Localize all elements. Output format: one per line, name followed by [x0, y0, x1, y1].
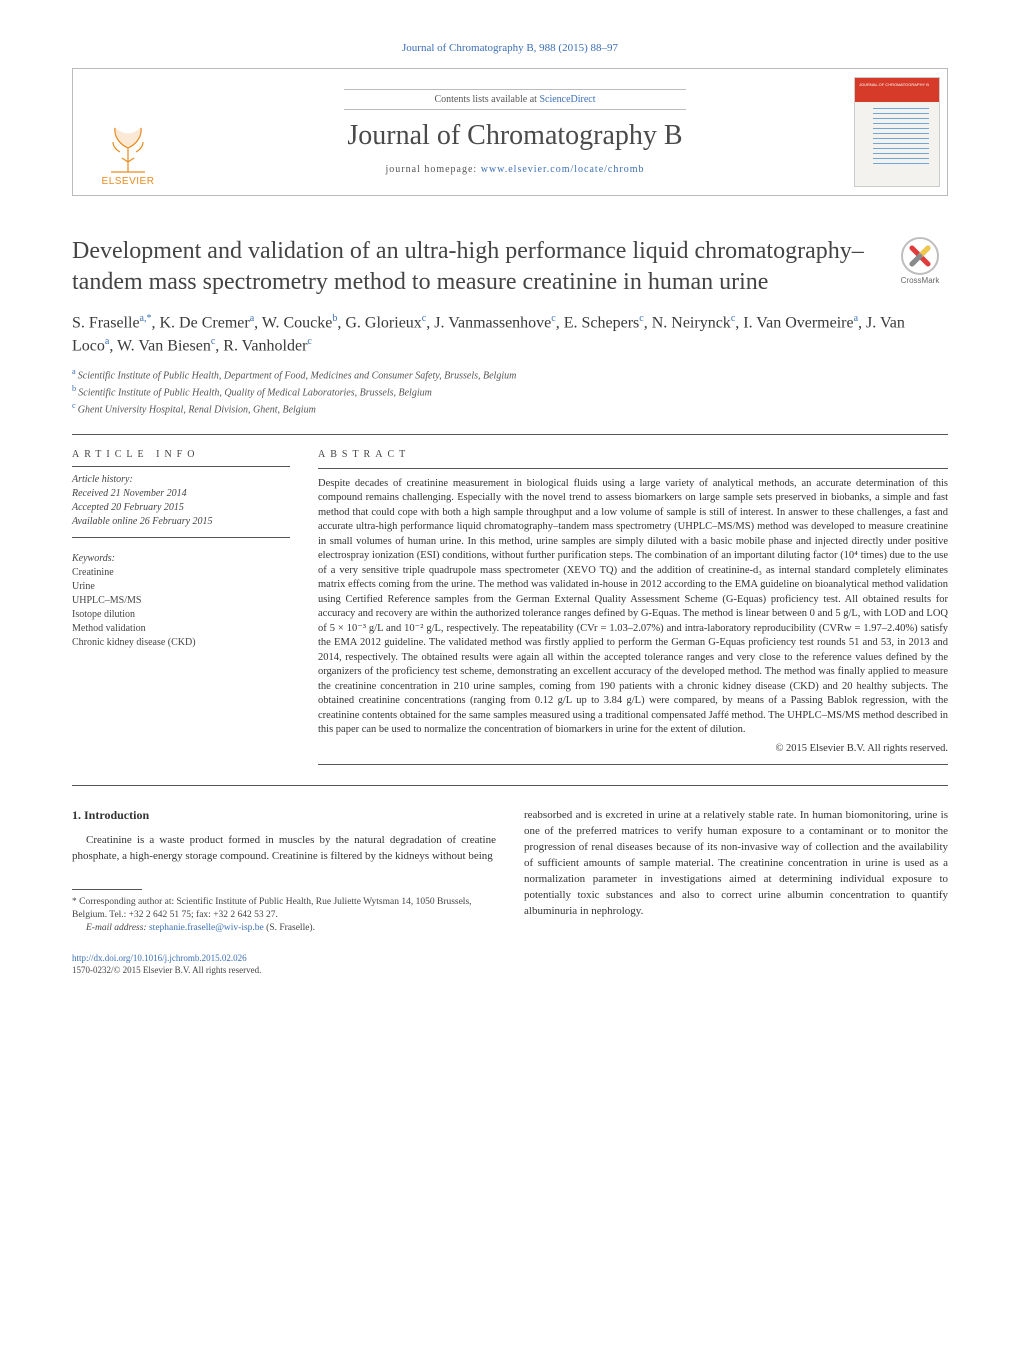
cover-lines-icon: [873, 108, 929, 168]
author: , J. Vanmassenhove: [426, 315, 551, 332]
keyword: Urine: [72, 580, 290, 594]
intro-paragraph-right: reabsorbed and is excreted in urine at a…: [524, 808, 948, 920]
corr-label: * Corresponding author at:: [72, 897, 176, 907]
author: , K. De Cremer: [152, 315, 250, 332]
author-affil-sup: c: [307, 336, 311, 347]
author-affil-sup: a,*: [140, 313, 152, 324]
keyword: Creatinine: [72, 566, 290, 580]
history-label: Article history:: [72, 473, 290, 487]
article-title: Development and validation of an ultra-h…: [72, 236, 872, 298]
masthead-center: Contents lists available at ScienceDirec…: [183, 69, 847, 195]
affiliation-line: c Ghent University Hospital, Renal Divis…: [72, 400, 948, 417]
publisher-name: ELSEVIER: [102, 176, 155, 187]
affiliations: a Scientific Institute of Public Health,…: [72, 366, 948, 418]
body-column-left: 1. Introduction Creatinine is a waste pr…: [72, 808, 496, 977]
author: , W. Van Biesen: [109, 337, 210, 354]
journal-masthead: ELSEVIER Contents lists available at Sci…: [72, 68, 948, 196]
history-line: Received 21 November 2014: [72, 487, 290, 501]
crossmark-label: CrossMark: [901, 276, 940, 285]
corresponding-author-footnote: * Corresponding author at: Scientific In…: [72, 896, 496, 923]
article-info-column: ARTICLE INFO Article history: Received 2…: [72, 449, 290, 765]
header-reference: Journal of Chromatography B, 988 (2015) …: [72, 42, 948, 54]
section-heading: 1. Introduction: [72, 808, 496, 823]
doi-block: http://dx.doi.org/10.1016/j.jchromb.2015…: [72, 952, 496, 977]
affiliation-line: a Scientific Institute of Public Health,…: [72, 366, 948, 383]
keywords-block: Keywords: CreatinineUrineUHPLC–MS/MSIsot…: [72, 552, 290, 650]
elsevier-tree-icon: [105, 118, 151, 174]
keyword: UHPLC–MS/MS: [72, 594, 290, 608]
intro-paragraph-left: Creatinine is a waste product formed in …: [72, 833, 496, 865]
body-column-right: reabsorbed and is excreted in urine at a…: [524, 808, 948, 977]
history-line: Accepted 20 February 2015: [72, 501, 290, 515]
homepage-link[interactable]: www.elsevier.com/locate/chromb: [481, 164, 645, 175]
email-label: E-mail address:: [86, 923, 149, 933]
contents-line: Contents lists available at ScienceDirec…: [344, 89, 685, 110]
author: , W. Coucke: [254, 315, 332, 332]
abstract-copyright: © 2015 Elsevier B.V. All rights reserved…: [318, 742, 948, 756]
abstract-column: ABSTRACT Despite decades of creatinine m…: [318, 449, 948, 765]
email-suffix: (S. Fraselle).: [264, 923, 315, 933]
author: , N. Neirynck: [644, 315, 731, 332]
author: , E. Schepers: [556, 315, 640, 332]
keyword: Isotope dilution: [72, 608, 290, 622]
cover-title: JOURNAL OF CHROMATOGRAPHY B: [859, 83, 929, 87]
publisher-logo-block: ELSEVIER: [73, 69, 183, 195]
abstract-body: Despite decades of creatinine measuremen…: [318, 478, 948, 735]
author-list: S. Frasellea,*, K. De Cremera, W. Coucke…: [72, 312, 948, 357]
author: , G. Glorieux: [337, 315, 421, 332]
article-info-heading: ARTICLE INFO: [72, 449, 290, 460]
article-history: Article history: Received 21 November 20…: [72, 473, 290, 529]
author: S. Fraselle: [72, 315, 140, 332]
crossmark-icon: [900, 236, 940, 276]
doi-link[interactable]: http://dx.doi.org/10.1016/j.jchromb.2015…: [72, 953, 247, 963]
keyword: Chronic kidney disease (CKD): [72, 636, 290, 650]
divider-full: [72, 785, 948, 786]
crossmark-badge[interactable]: CrossMark: [892, 236, 948, 285]
homepage-line: journal homepage: www.elsevier.com/locat…: [386, 164, 645, 175]
affiliation-line: b Scientific Institute of Public Health,…: [72, 383, 948, 400]
keywords-label: Keywords:: [72, 552, 290, 566]
footnote-rule: [72, 889, 142, 890]
author: , I. Van Overmeire: [735, 315, 853, 332]
email-link[interactable]: stephanie.fraselle@wiv-isp.be: [149, 923, 264, 933]
abstract-heading: ABSTRACT: [318, 449, 948, 460]
email-footnote: E-mail address: stephanie.fraselle@wiv-i…: [72, 922, 496, 935]
journal-cover-thumb: JOURNAL OF CHROMATOGRAPHY B: [847, 69, 947, 195]
sciencedirect-link[interactable]: ScienceDirect: [539, 94, 595, 105]
history-line: Available online 26 February 2015: [72, 515, 290, 529]
journal-name: Journal of Chromatography B: [347, 120, 682, 152]
contents-prefix: Contents lists available at: [434, 94, 539, 105]
divider: [72, 434, 948, 435]
keyword: Method validation: [72, 622, 290, 636]
homepage-prefix: journal homepage:: [386, 164, 481, 175]
author: , R. Vanholder: [215, 337, 307, 354]
abstract-text: Despite decades of creatinine measuremen…: [318, 477, 948, 756]
rights-line: 1570-0232/© 2015 Elsevier B.V. All right…: [72, 965, 261, 975]
